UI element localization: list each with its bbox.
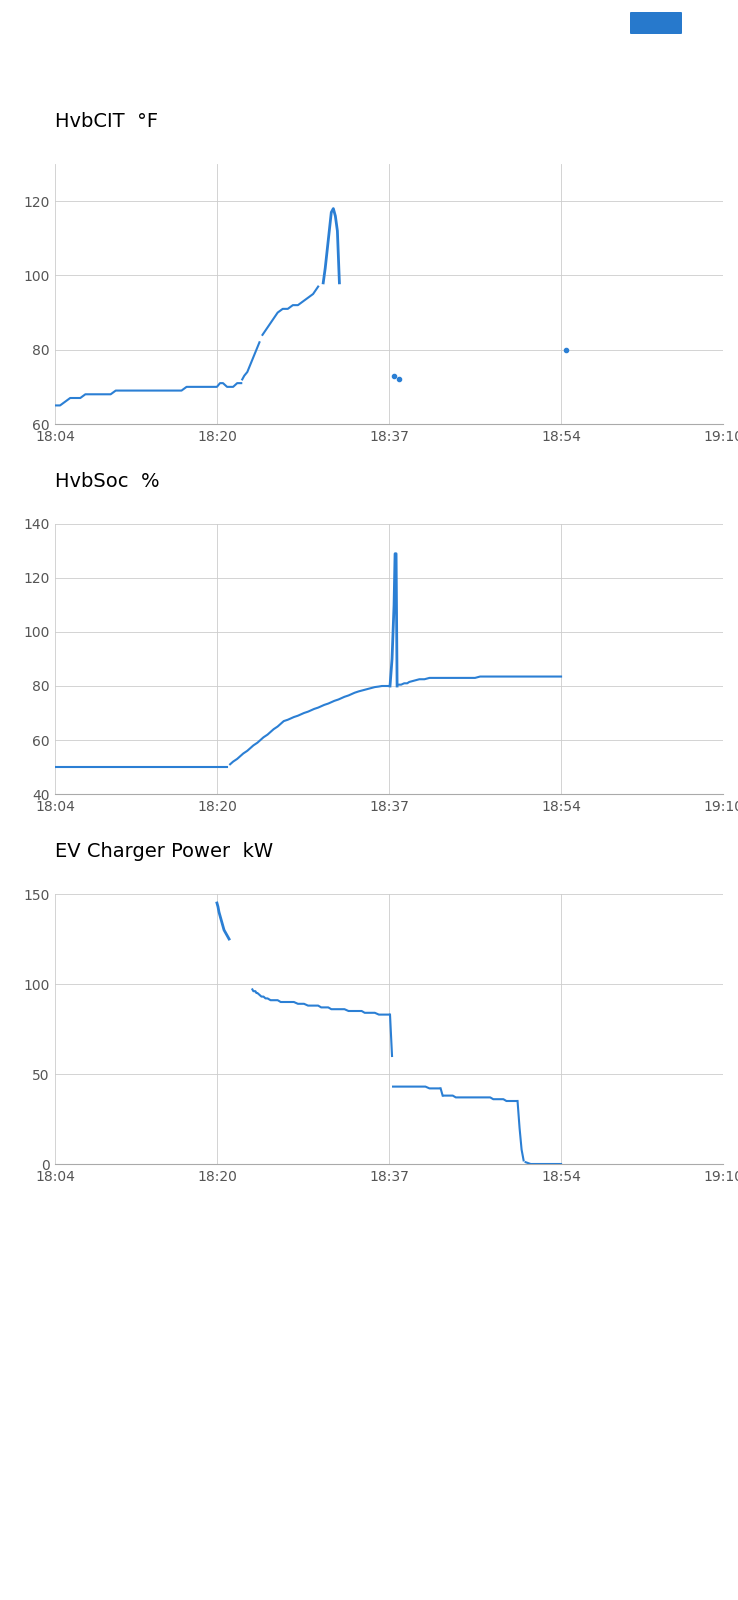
FancyBboxPatch shape (630, 11, 682, 34)
Text: ◕: ◕ (590, 11, 610, 32)
Text: ❬ Back: ❬ Back (20, 61, 94, 82)
Text: ▂▄▆: ▂▄▆ (540, 14, 572, 29)
FancyBboxPatch shape (626, 8, 705, 38)
Text: HvbSoc  %: HvbSoc % (55, 472, 159, 491)
Text: 2024-04-13 18-04-10: 2024-04-13 18-04-10 (265, 61, 473, 80)
Text: 6:20: 6:20 (45, 11, 97, 32)
Text: EV Charger Power  kW: EV Charger Power kW (55, 842, 273, 861)
Text: HvbCIT  °F: HvbCIT °F (55, 112, 158, 131)
Text: i: i (618, 62, 622, 80)
Text: ✈: ✈ (100, 13, 120, 32)
Text: X: X (554, 61, 567, 80)
